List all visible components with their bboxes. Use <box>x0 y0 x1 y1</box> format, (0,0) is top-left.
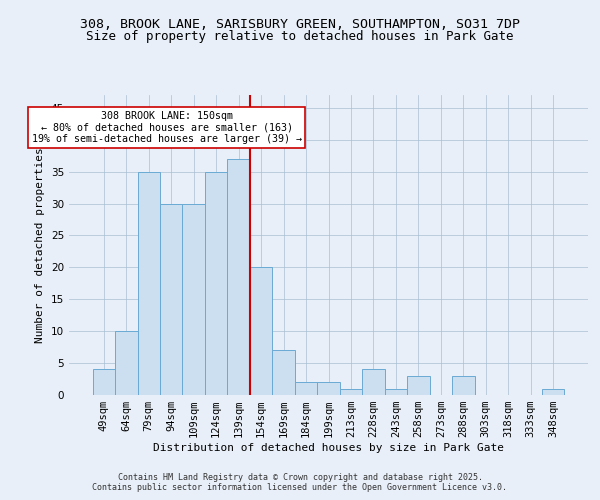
Bar <box>452 376 475 395</box>
Text: 308, BROOK LANE, SARISBURY GREEN, SOUTHAMPTON, SO31 7DP: 308, BROOK LANE, SARISBURY GREEN, SOUTHA… <box>80 18 520 30</box>
Bar <box>317 382 340 395</box>
Bar <box>542 388 565 395</box>
Bar <box>272 350 295 395</box>
Bar <box>205 172 227 395</box>
Bar <box>227 159 250 395</box>
Bar <box>362 370 385 395</box>
Bar <box>385 388 407 395</box>
Bar <box>115 331 137 395</box>
Bar <box>160 204 182 395</box>
Bar <box>92 370 115 395</box>
Bar <box>182 204 205 395</box>
Text: Contains HM Land Registry data © Crown copyright and database right 2025.
Contai: Contains HM Land Registry data © Crown c… <box>92 473 508 492</box>
Bar <box>250 268 272 395</box>
Bar <box>407 376 430 395</box>
Bar <box>340 388 362 395</box>
Y-axis label: Number of detached properties: Number of detached properties <box>35 147 46 343</box>
Text: Size of property relative to detached houses in Park Gate: Size of property relative to detached ho… <box>86 30 514 43</box>
Bar <box>137 172 160 395</box>
Bar <box>295 382 317 395</box>
X-axis label: Distribution of detached houses by size in Park Gate: Distribution of detached houses by size … <box>153 443 504 453</box>
Text: 308 BROOK LANE: 150sqm
← 80% of detached houses are smaller (163)
19% of semi-de: 308 BROOK LANE: 150sqm ← 80% of detached… <box>32 111 302 144</box>
